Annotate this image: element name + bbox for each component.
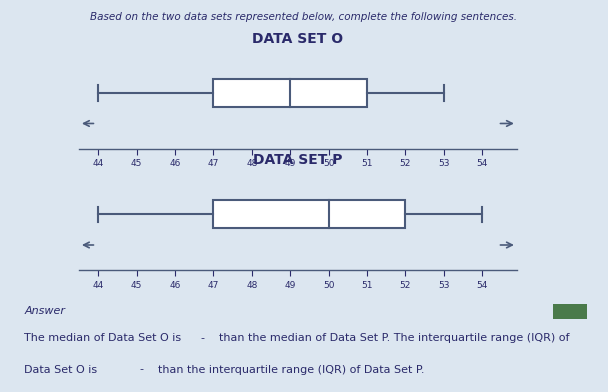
Text: -: -	[140, 365, 144, 375]
FancyBboxPatch shape	[213, 200, 406, 229]
Text: Data Set O is: Data Set O is	[24, 365, 97, 375]
Text: The median of Data Set O is: The median of Data Set O is	[24, 333, 181, 343]
Text: than the interquartile range (IQR) of Data Set P.: than the interquartile range (IQR) of Da…	[158, 365, 424, 375]
FancyBboxPatch shape	[213, 79, 367, 107]
Text: -: -	[201, 333, 205, 343]
Text: Based on the two data sets represented below, complete the following sentences.: Based on the two data sets represented b…	[91, 12, 517, 22]
Text: than the median of Data Set P. The interquartile range (IQR) of: than the median of Data Set P. The inter…	[219, 333, 569, 343]
Title: DATA SET O: DATA SET O	[252, 32, 344, 46]
Text: Answer: Answer	[24, 306, 65, 316]
Title: DATA SET P: DATA SET P	[253, 153, 343, 167]
